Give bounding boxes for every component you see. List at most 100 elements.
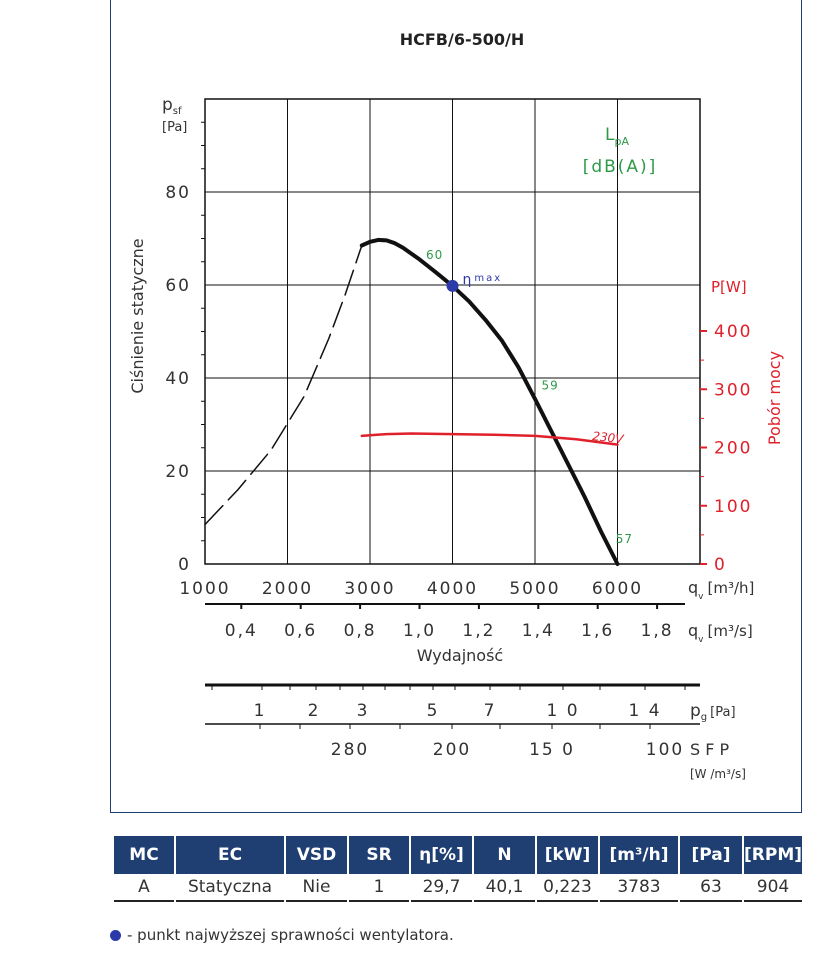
table-cell: 63: [680, 874, 742, 902]
x-unit-sub: v: [698, 592, 704, 602]
table-header: N: [474, 836, 535, 874]
spec-table: MC EC VSD SR η[%] N [kW] [m³/h] [Pa] [RP…: [112, 836, 804, 902]
y-tick-label: 20: [165, 462, 191, 482]
x-unit-m3h: [m³/h]: [707, 579, 754, 597]
x2-unit-symbol: q: [688, 621, 698, 640]
sfp-unit: [W /m³/s]: [690, 767, 746, 781]
chart-title: HCFB/6-500/H: [400, 30, 525, 49]
legend-note-text: - punkt najwyższej sprawności wentylator…: [127, 926, 454, 944]
svg-text:pg[Pa]: pg [Pa]: [690, 701, 736, 723]
y-axis-symbol: p: [162, 95, 173, 115]
svg-text:qv[m³/h]: qv [m³/h]: [688, 578, 754, 602]
lpa-point-label: 60: [426, 248, 443, 262]
x2-tick-label: 1,6: [581, 621, 614, 641]
pg-tick-label: 7: [484, 701, 497, 721]
x-unit-symbol: q: [688, 578, 698, 597]
lpa-point-label: 59: [542, 378, 559, 392]
x-tick-label: 5000: [509, 579, 560, 599]
table-cell: 904: [744, 874, 803, 902]
pg-tick-label: 5: [427, 701, 440, 721]
y-axis-title: Ciśnienie statyczne: [128, 238, 147, 393]
x-axis-title: Wydajność: [417, 646, 503, 665]
y2-tick-label: 100: [714, 497, 752, 517]
lpa-header: LpA [dB(A)]: [583, 125, 658, 177]
y-tick-label: 0: [178, 555, 191, 575]
y-axis-unit: [Pa]: [162, 120, 187, 135]
y2-tick-label: 0: [714, 555, 727, 575]
pg-tick-label: 1: [254, 701, 267, 721]
table-header: [Pa]: [680, 836, 742, 874]
table-cell: 40,1: [474, 874, 535, 902]
y-axis-label: Ciśnienie statyczne psf [Pa]: [128, 95, 187, 394]
x2-tick-label: 1,2: [462, 621, 495, 641]
y2-axis-title: Pobór mocy: [765, 351, 784, 445]
svg-text:psf: psf: [162, 95, 182, 117]
table-header-row: MC EC VSD SR η[%] N [kW] [m³/h] [Pa] [RP…: [114, 836, 803, 874]
x2-tick-label: 1,0: [403, 621, 436, 641]
x-tick-label: 4000: [427, 579, 478, 599]
table-cell: Nie: [286, 874, 347, 902]
pg-sub: g: [701, 712, 707, 723]
power-curve-label: 230V: [592, 429, 625, 446]
sfp-axis: 280 200 15 0 100: [205, 723, 700, 760]
sfp-tick-label: 200: [433, 740, 471, 760]
table-header: EC: [176, 836, 284, 874]
x-tick-label: 3000: [344, 579, 395, 599]
y-tick-label: 80: [165, 183, 191, 203]
x-tick-label: 1000: [179, 579, 230, 599]
x-axis-m3s: 0,4 0,6 0,8 1,0 1,2 1,4 1,6 1,8: [205, 603, 685, 641]
svg-text:LpA: LpA: [605, 125, 629, 148]
table-header: SR: [349, 836, 409, 874]
eta-max-dot-icon: [110, 929, 121, 941]
eta-symbol: η: [463, 272, 472, 288]
x2-tick-label: 0,6: [284, 621, 317, 641]
pg-tick-label: 2: [308, 701, 321, 721]
y2-ticks: 0 100 200 300 400: [700, 322, 752, 575]
table-cell: 29,7: [411, 874, 472, 902]
pg-tick-label: 1 0: [546, 701, 579, 721]
legend-note: - punkt najwyższej sprawności wentylator…: [110, 926, 454, 944]
lpa-point-label: 57: [616, 532, 633, 546]
svg-text:qv[m³/s]: qv [m³/s]: [688, 621, 753, 645]
x-tick-label: 6000: [592, 579, 643, 599]
sfp-tick-label: 100: [646, 740, 684, 760]
y-tick-label: 60: [165, 276, 191, 296]
y2-tick-label: 400: [714, 322, 752, 342]
x-unit-m3s: [m³/s]: [707, 622, 752, 640]
eta-sub: max: [474, 273, 502, 284]
lpa-unit: [dB(A)]: [583, 157, 658, 177]
y-axis-symbol-sub: sf: [173, 106, 182, 117]
x2-unit-sub: v: [698, 635, 704, 645]
y-ticks: 0 20 40 60 80: [165, 183, 191, 575]
table-header: [m³/h]: [600, 836, 678, 874]
eta-max-label: η max: [463, 272, 503, 288]
table-cell: A: [114, 874, 174, 902]
table-cell: 0,223: [537, 874, 598, 902]
x2-tick-label: 0,8: [344, 621, 377, 641]
sfp-tick-label: 280: [331, 740, 369, 760]
y2-axis-unit: P[W]: [711, 278, 747, 296]
chart: HCFB/6-500/H Ciśnienie statyczne psf [Pa…: [128, 30, 784, 781]
sfp-label: S F P: [690, 740, 730, 759]
pg-tick-label: 3: [357, 701, 370, 721]
table-header: [kW]: [537, 836, 598, 874]
pg-tick-label: 1 4: [628, 701, 661, 721]
y2-tick-label: 300: [714, 380, 752, 400]
table-header: η[%]: [411, 836, 472, 874]
y2-tick-label: 200: [714, 439, 752, 459]
y2-axis: Pobór mocy P[W]: [711, 278, 784, 445]
x-tick-label: 2000: [262, 579, 313, 599]
markers: η max 60 59 57 230V: [426, 248, 633, 546]
table-cell: 1: [349, 874, 409, 902]
table-header: MC: [114, 836, 174, 874]
series-pressure: [359, 237, 620, 566]
table-row: A Statyczna Nie 1 29,7 40,1 0,223 3783 6…: [114, 874, 803, 902]
series-230V: [360, 432, 619, 446]
x-ticks-m3h: 1000 2000 3000 4000 5000 6000: [179, 579, 643, 599]
x2-tick-label: 1,8: [641, 621, 674, 641]
pg-axis: 1 2 3 5 7 1 0 1 4: [205, 683, 700, 721]
y-tick-label: 40: [165, 369, 191, 389]
x2-tick-label: 0,4: [225, 621, 258, 641]
series-stall: [204, 244, 363, 526]
table-header: VSD: [286, 836, 347, 874]
